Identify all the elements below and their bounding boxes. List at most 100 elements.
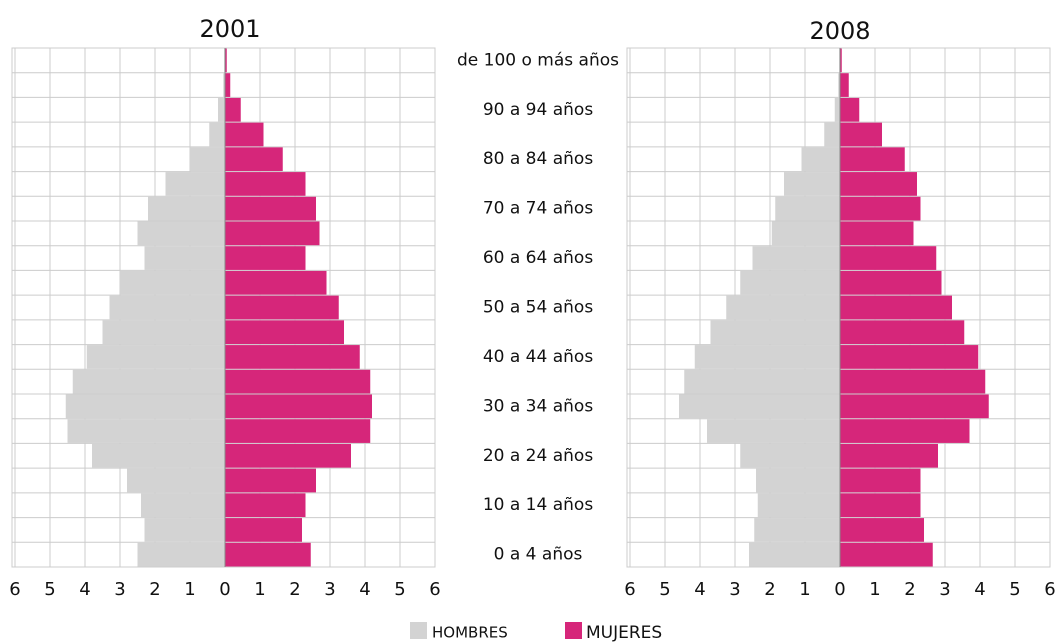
bar: [752, 246, 840, 270]
bar: [840, 73, 849, 97]
bar: [225, 468, 316, 493]
category-label: 90 a 94 años: [483, 100, 593, 120]
x-tick-label: 3: [324, 579, 335, 600]
bar: [840, 345, 979, 369]
category-label: 20 a 24 años: [483, 446, 593, 466]
bar: [840, 147, 905, 172]
bar: [225, 493, 306, 518]
bar: [840, 221, 914, 246]
bar: [141, 493, 225, 518]
bar: [840, 97, 860, 122]
bar: [784, 172, 840, 196]
bar: [137, 221, 225, 246]
bar: [749, 542, 840, 567]
bar: [65, 394, 225, 419]
category-label: 40 a 44 años: [483, 347, 593, 367]
legend-swatch: [410, 622, 427, 639]
bar: [144, 518, 225, 542]
bar: [225, 295, 339, 320]
bar: [144, 246, 225, 270]
bar: [840, 419, 970, 443]
bar: [707, 419, 840, 443]
bar: [756, 468, 840, 493]
bar: [694, 345, 840, 369]
category-label: 50 a 54 años: [483, 298, 593, 318]
bar: [840, 196, 921, 221]
bar: [840, 518, 924, 542]
bar: [710, 320, 840, 345]
bar: [209, 122, 225, 147]
x-tick-label: 1: [184, 579, 195, 600]
x-tick-label: 0: [219, 579, 230, 600]
x-tick-label: 1: [254, 579, 265, 600]
x-tick-label: 2: [904, 579, 915, 600]
bar: [148, 196, 225, 221]
bar: [840, 295, 952, 320]
bar: [679, 394, 840, 419]
bar: [225, 369, 371, 394]
bar: [740, 443, 840, 468]
bar: [225, 419, 371, 443]
legend-swatch: [565, 622, 582, 639]
x-tick-label: 6: [9, 579, 20, 600]
bar: [801, 147, 840, 172]
bar: [225, 345, 360, 369]
bar: [840, 270, 942, 295]
x-tick-label: 4: [359, 579, 370, 600]
x-tick-label: 6: [624, 579, 635, 600]
x-tick-label: 2: [764, 579, 775, 600]
bar: [225, 73, 231, 97]
bar: [225, 542, 311, 567]
bar: [840, 48, 842, 73]
x-tick-label: 1: [799, 579, 810, 600]
bar: [840, 443, 938, 468]
bar: [754, 518, 840, 542]
x-tick-label: 4: [694, 579, 705, 600]
bar: [824, 122, 840, 147]
bar: [757, 493, 840, 518]
bar: [225, 270, 327, 295]
bar: [67, 419, 225, 443]
bar: [225, 97, 241, 122]
bar: [120, 270, 225, 295]
bar: [840, 172, 917, 196]
x-tick-label: 5: [659, 579, 670, 600]
bar: [225, 122, 264, 147]
bar: [225, 172, 306, 196]
x-tick-label: 6: [429, 579, 440, 600]
x-tick-label: 5: [44, 579, 55, 600]
bar: [840, 320, 965, 345]
bar: [834, 97, 840, 122]
bar: [838, 73, 840, 97]
x-tick-label: 1: [869, 579, 880, 600]
x-tick-label: 0: [834, 579, 845, 600]
bar: [218, 97, 225, 122]
bar: [740, 270, 840, 295]
bar: [102, 320, 225, 345]
category-label: 70 a 74 años: [483, 199, 593, 219]
category-label: 0 a 4 años: [494, 545, 583, 565]
bar: [137, 542, 225, 567]
bar: [840, 246, 937, 270]
category-label: de 100 o más años: [457, 50, 619, 70]
bar: [840, 394, 989, 419]
bar: [92, 443, 225, 468]
x-tick-label: 5: [1009, 579, 1020, 600]
bar: [225, 518, 302, 542]
category-label: 80 a 84 años: [483, 149, 593, 169]
bar: [223, 73, 225, 97]
x-tick-label: 5: [394, 579, 405, 600]
x-tick-label: 4: [974, 579, 985, 600]
bar: [771, 221, 840, 246]
bar: [127, 468, 225, 493]
bar: [225, 196, 316, 221]
bar: [225, 394, 372, 419]
bar: [225, 246, 306, 270]
category-label: 30 a 34 años: [483, 396, 593, 416]
bar: [190, 147, 225, 172]
bar: [225, 48, 227, 73]
bar: [726, 295, 840, 320]
category-label: 10 a 14 años: [483, 495, 593, 515]
x-tick-label: 6: [1044, 579, 1055, 600]
